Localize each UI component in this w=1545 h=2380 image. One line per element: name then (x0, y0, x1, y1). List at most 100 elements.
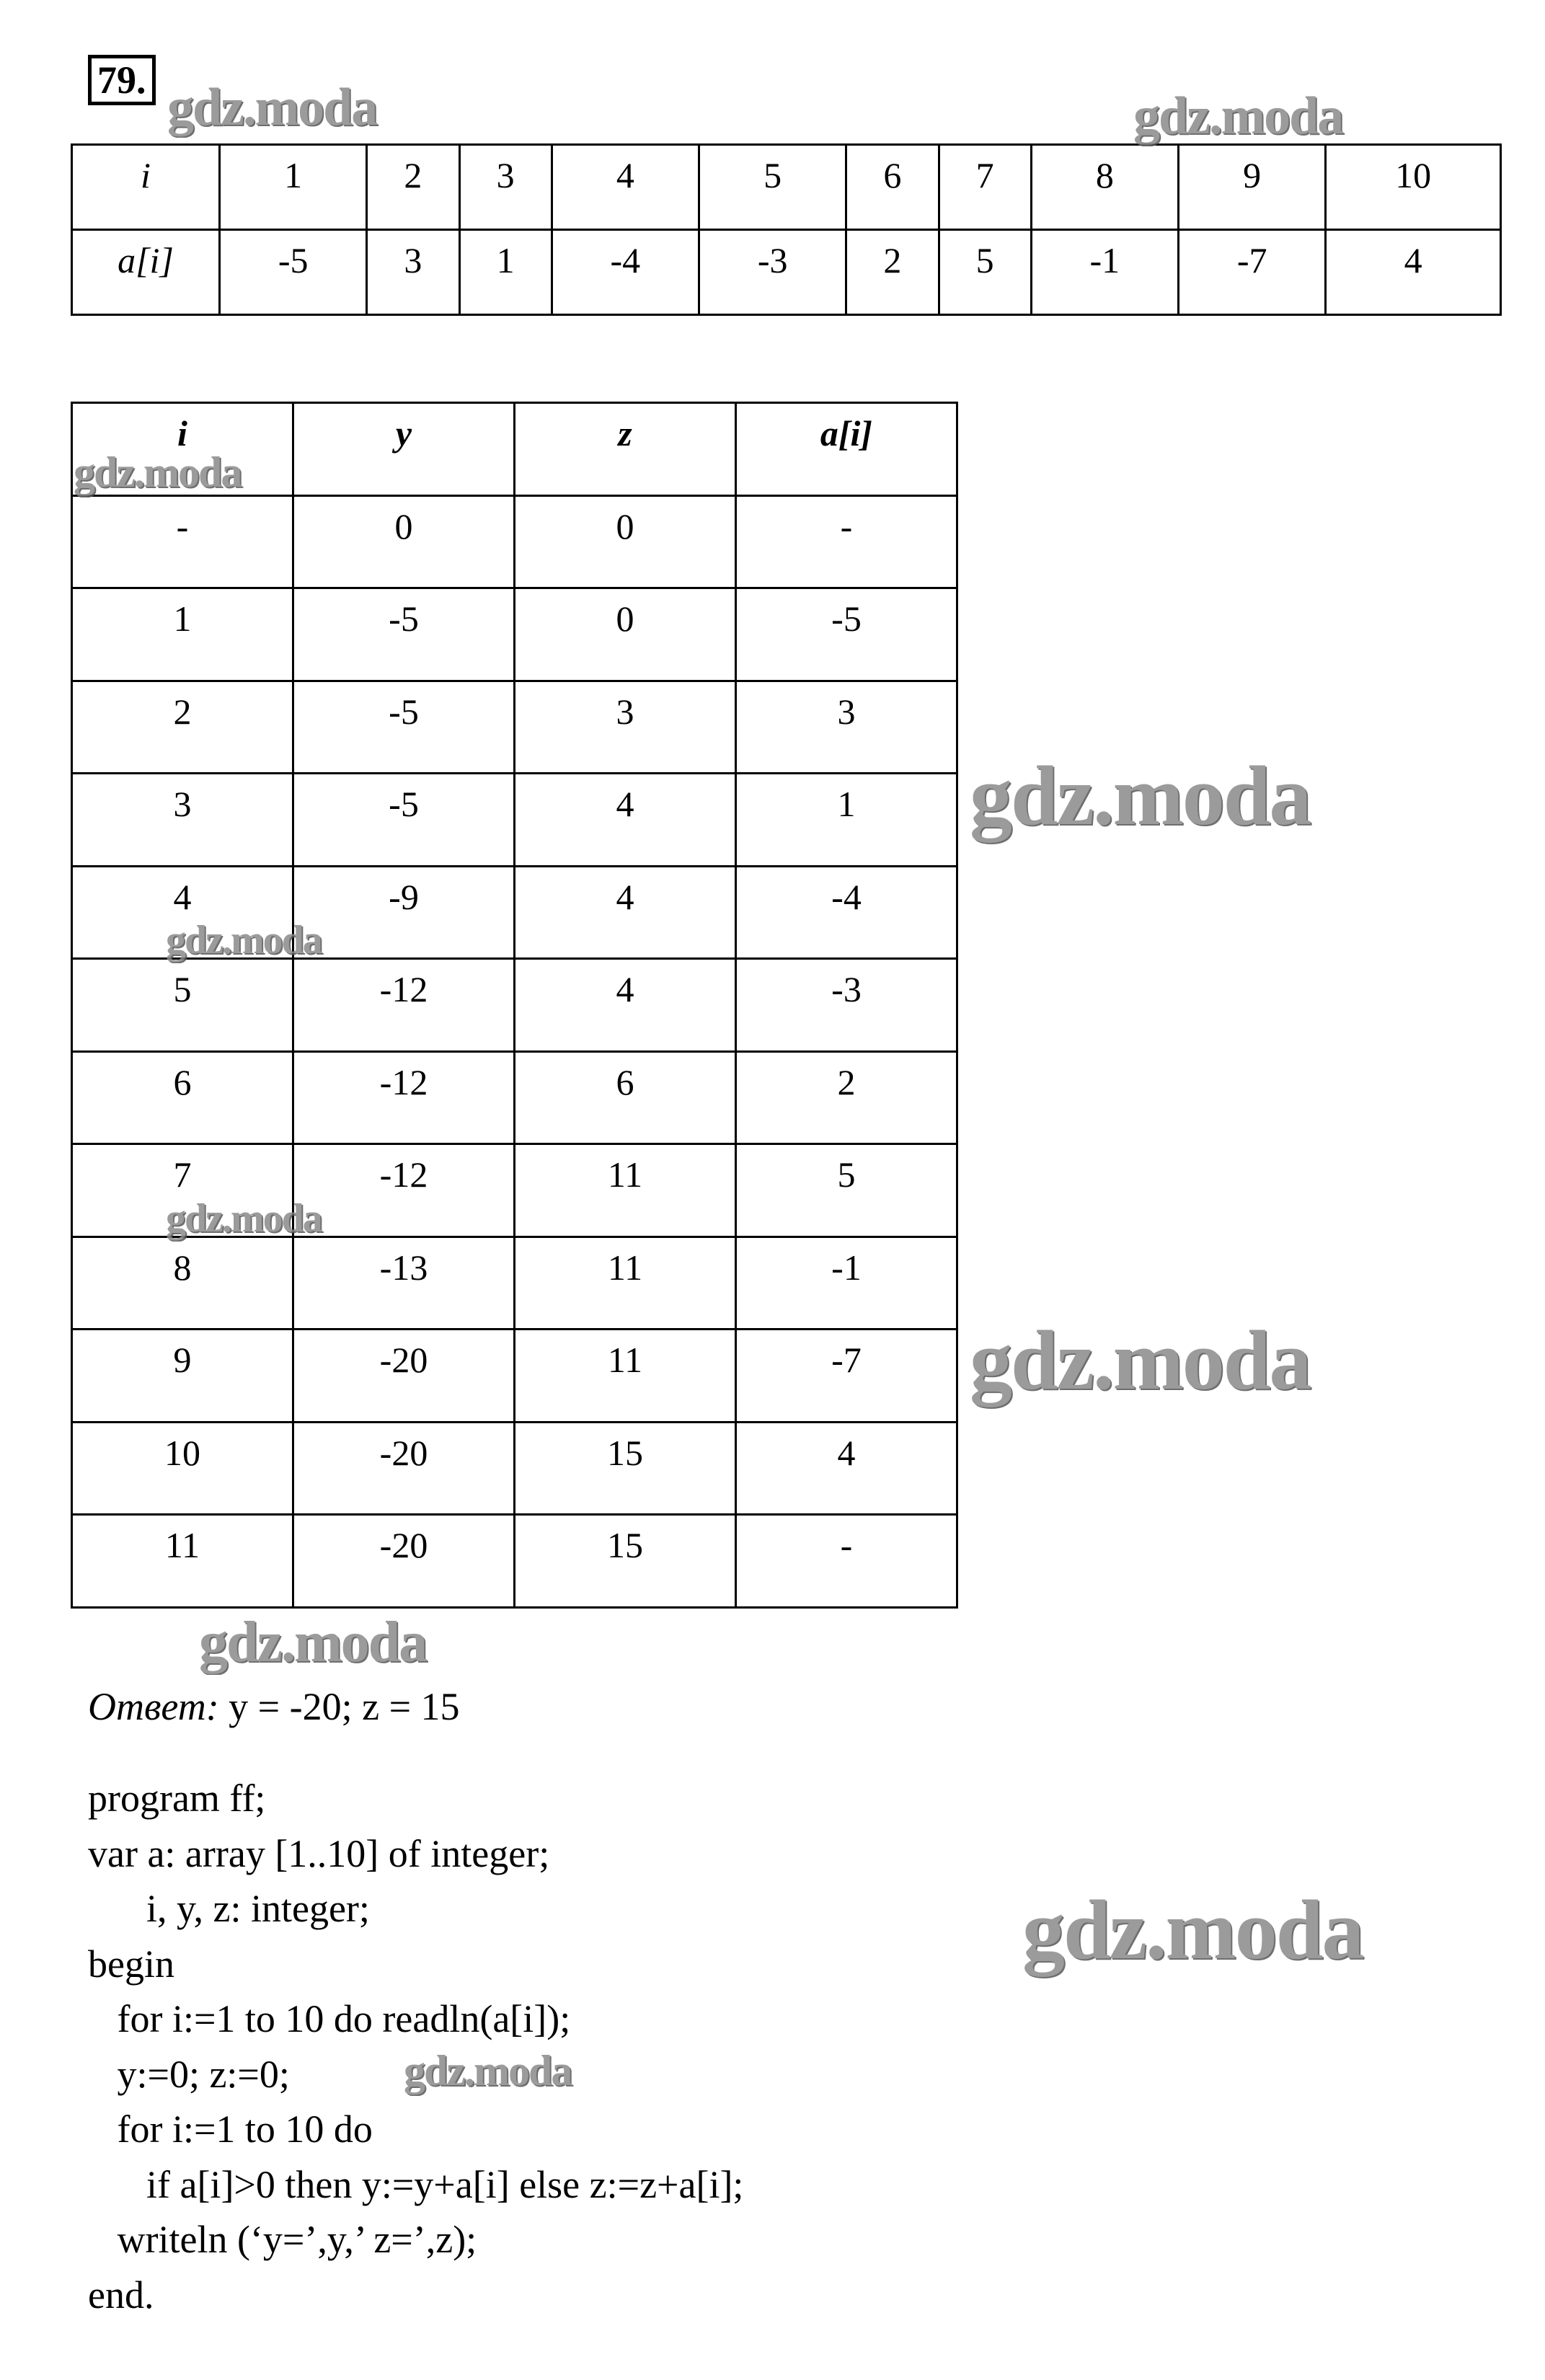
value-cell: -1 (1030, 229, 1180, 316)
trace-header-row: i y z a[i] (71, 402, 958, 497)
index-cell: 4 (550, 143, 701, 231)
value-cell: 1 (458, 229, 553, 316)
trace-cell: -5 (735, 587, 958, 682)
trace-cell: -3 (735, 957, 958, 1053)
trace-cell: 10 (71, 1420, 294, 1516)
index-cell: 10 (1324, 143, 1502, 231)
trace-cell: -20 (292, 1420, 515, 1516)
value-cell: -5 (218, 229, 368, 316)
table-row: 10 -20 15 4 (71, 1420, 958, 1516)
code-line: var a: array [1..10] of integer; (88, 1831, 550, 1875)
values-row: a[i] -5 3 1 -4 -3 2 5 -1 -7 4 (71, 229, 1502, 316)
trace-cell: -5 (292, 679, 515, 774)
row-header-i: i (71, 143, 221, 231)
watermark: gdz.moda (1022, 1883, 1364, 1977)
value-cell: 4 (1324, 229, 1502, 316)
table-row: 9 -20 11 -7 (71, 1328, 958, 1423)
trace-cell: 11 (513, 1328, 737, 1423)
watermark: gdz.moda (74, 448, 242, 496)
trace-cell: 4 (513, 957, 737, 1053)
trace-cell: -12 (292, 957, 515, 1053)
trace-cell: 7 (71, 1143, 294, 1238)
trace-cell: 5 (735, 1143, 958, 1238)
code-line: writeln (‘y=’,y,’ z=’,z); (88, 2218, 477, 2261)
index-cell: 2 (366, 143, 461, 231)
code-line: for i:=1 to 10 do readln(a[i]); (88, 1997, 571, 2040)
index-cell: 5 (697, 143, 848, 231)
row-header-a: a[i] (71, 229, 221, 316)
trace-cell: -4 (735, 864, 958, 960)
table-row: 4 -9 4 -4 (71, 864, 958, 960)
index-cell: 6 (845, 143, 940, 231)
trace-cell: 4 (513, 864, 737, 960)
watermark: gdz.moda (166, 918, 323, 963)
trace-cell: 11 (71, 1513, 294, 1609)
trace-cell: 5 (71, 957, 294, 1053)
table-row: 6 -12 6 2 (71, 1050, 958, 1145)
trace-cell: 8 (71, 1235, 294, 1330)
trace-cell: 1 (735, 772, 958, 867)
code-line: i, y, z: integer; (88, 1887, 370, 1930)
code-line: for i:=1 to 10 do (88, 2107, 373, 2151)
value-cell: 5 (937, 229, 1032, 316)
table-row: 2 -5 3 3 (71, 679, 958, 774)
answer-label: Ответ: (88, 1685, 219, 1728)
code-line: end. (88, 2273, 154, 2317)
trace-cell: 11 (513, 1235, 737, 1330)
trace-cell: 4 (513, 772, 737, 867)
header-a: a[i] (735, 402, 958, 497)
trace-cell: -13 (292, 1235, 515, 1330)
trace-cell: 2 (735, 1050, 958, 1145)
answer: Ответ: y = -20; z = 15 (88, 1684, 460, 1729)
trace-cell: 4 (735, 1420, 958, 1516)
table-row: 5 -12 4 -3 (71, 957, 958, 1053)
value-cell: -7 (1177, 229, 1327, 316)
index-cell: 3 (458, 143, 553, 231)
trace-cell: 2 (71, 679, 294, 774)
table-row: 1 -5 0 -5 (71, 587, 958, 682)
trace-cell: 0 (292, 494, 515, 589)
value-cell: 2 (845, 229, 940, 316)
value-cell: 3 (366, 229, 461, 316)
table-row: 7 -12 11 5 (71, 1143, 958, 1238)
trace-cell: 1 (71, 587, 294, 682)
trace-cell: -12 (292, 1050, 515, 1145)
index-cell: 8 (1030, 143, 1180, 231)
trace-cell: -5 (292, 772, 515, 867)
header-y: y (292, 402, 515, 497)
task-number: 79. (88, 55, 156, 105)
trace-cell: 11 (513, 1143, 737, 1238)
trace-cell: -1 (735, 1235, 958, 1330)
code-line: begin (88, 1942, 174, 1986)
trace-cell: -5 (292, 587, 515, 682)
header-z: z (513, 402, 737, 497)
trace-cell: 4 (71, 864, 294, 960)
code-line: program ff; (88, 1777, 266, 1820)
watermark: gdz.moda (199, 1611, 428, 1674)
watermark: gdz.moda (970, 1313, 1311, 1407)
trace-cell: - (735, 1513, 958, 1609)
trace-cell: 3 (71, 772, 294, 867)
code-line: y:=0; z:=0; (88, 2052, 290, 2096)
watermark: gdz.moda (404, 2047, 572, 2094)
trace-cell: 15 (513, 1420, 737, 1516)
trace-cell: 6 (513, 1050, 737, 1145)
watermark: gdz.moda (970, 748, 1311, 843)
trace-cell: 3 (735, 679, 958, 774)
trace-cell: 15 (513, 1513, 737, 1609)
program-code: program ff; var a: array [1..10] of integ… (88, 1771, 743, 2322)
trace-cell: -20 (292, 1328, 515, 1423)
table-row: 11 -20 15- (71, 1513, 958, 1609)
answer-value: y = -20; z = 15 (218, 1685, 460, 1728)
watermark: gdz.moda (1133, 87, 1344, 146)
trace-cell: 0 (513, 587, 737, 682)
trace-cell: -12 (292, 1143, 515, 1238)
code-line: if a[i]>0 then y:=y+a[i] else z:=z+a[i]; (88, 2162, 744, 2206)
index-cell: 7 (937, 143, 1032, 231)
trace-cell: 0 (513, 494, 737, 589)
trace-cell: -9 (292, 864, 515, 960)
trace-cell: 3 (513, 679, 737, 774)
index-row: i 1 2 3 4 5 6 7 8 9 10 (71, 143, 1502, 231)
table-row: 8 -13 11 -1 (71, 1235, 958, 1330)
